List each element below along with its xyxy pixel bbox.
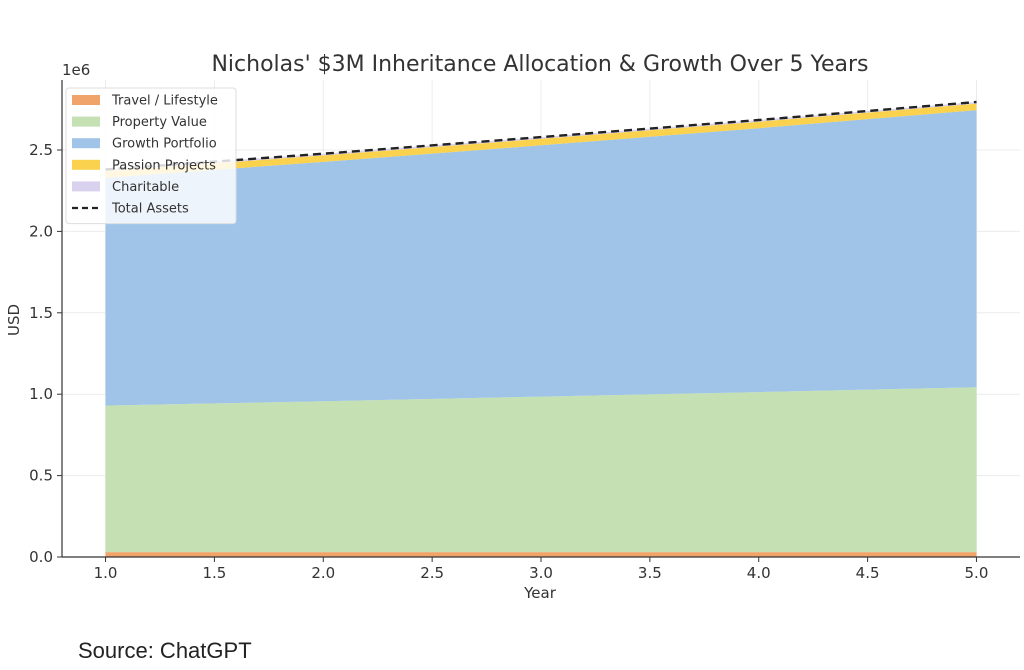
legend-swatch [72,159,100,170]
x-axis-title: Year [523,584,557,602]
stacked-areas [105,102,977,557]
x-tick-label: 3.5 [638,564,662,582]
legend-box [65,87,237,225]
x-tick-label: 1.0 [94,564,118,582]
y-tick-label: 0.0 [29,548,53,566]
x-tick-label: 2.5 [420,564,444,582]
y-axis-title: USD [5,304,23,336]
area-series-growth-portfolio [105,110,977,406]
area-series-travel-lifestyle [105,552,977,557]
x-ticks: 1.0 1.5 2.0 2.5 3.0 3.5 4.0 4.5 5.0 [94,557,989,582]
y-tick-label: 2.5 [29,141,53,159]
legend-label: Property Value [112,115,207,130]
area-series-property-value [105,387,977,553]
x-tick-label: 4.5 [856,564,880,582]
legend-label: Charitable [112,180,179,195]
y-tick-label: 1.5 [29,304,53,322]
legend: Travel / Lifestyle Property Value Growth P… [65,87,237,225]
y-tick-label: 0.5 [29,467,53,485]
legend-swatch [72,116,100,127]
y-tick-label: 1.0 [29,385,53,403]
legend-label: Travel / Lifestyle [111,94,218,109]
total-assets-line [105,100,977,171]
chart-title: Nicholas' $3M Inheritance Allocation & G… [211,52,868,77]
y-tick-label: 2.0 [29,222,53,240]
area-series-passion-projects [105,103,977,178]
legend-label: Total Assets [111,202,189,217]
x-tick-label: 3.0 [529,564,553,582]
x-tick-label: 5.0 [965,564,989,582]
x-tick-label: 2.0 [311,564,335,582]
total-line-layer [105,100,977,171]
legend-swatch [72,181,100,192]
y-offset-label: 1e6 [62,61,90,79]
source-note: Source: ChatGPT [78,638,252,663]
legend-label: Growth Portfolio [112,137,217,152]
legend-swatch [72,95,100,105]
area-series-charitable [105,102,977,172]
x-tick-label: 1.5 [202,564,226,582]
y-ticks: 0.0 0.5 1.0 1.5 2.0 2.5 [29,141,62,566]
legend-swatch [72,138,100,149]
x-tick-label: 4.0 [747,564,771,582]
chart: Nicholas' $3M Inheritance Allocation & G… [5,52,1020,602]
legend-label: Passion Projects [112,158,216,173]
